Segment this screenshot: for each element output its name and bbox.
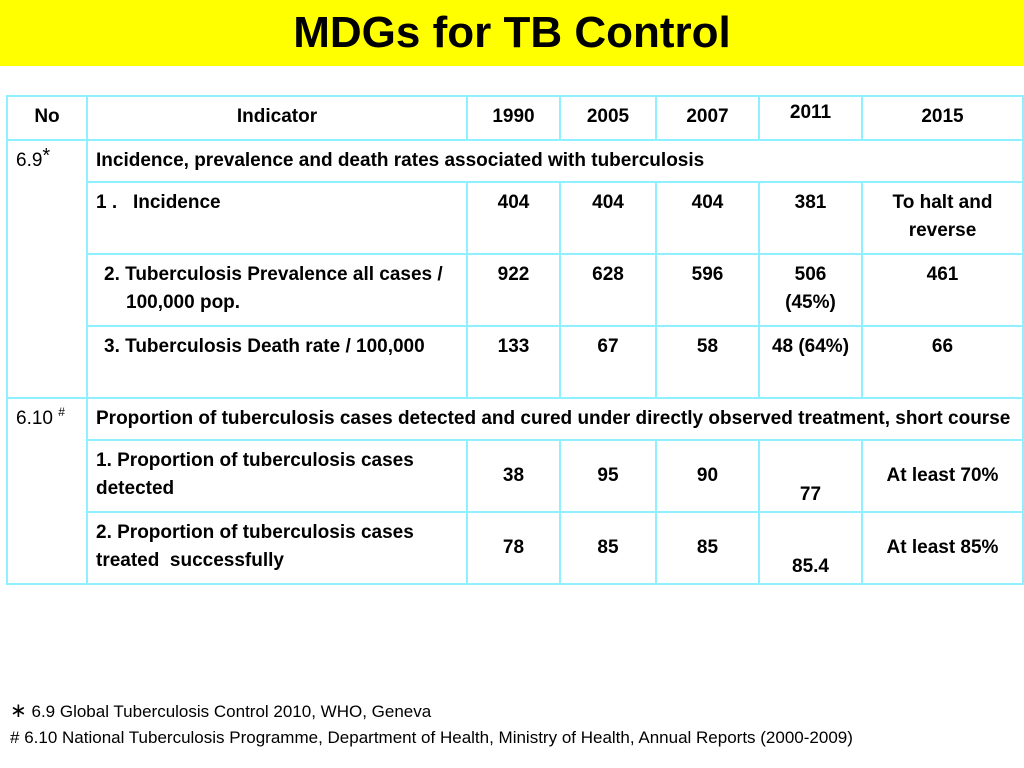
value-2011: 77 [758, 439, 863, 513]
group-heading-row: 6.10 # Proportion of tuberculosis cases … [6, 397, 1024, 585]
indicator-cell: 1 . Incidence [86, 181, 468, 255]
value-2011: 506 (45%) [758, 253, 863, 327]
value-1990: 38 [466, 439, 561, 513]
value-2007: 90 [655, 439, 760, 513]
value-2011: 381 [758, 181, 863, 255]
indicator-cell: 3. Tuberculosis Death rate / 100,000 [86, 325, 468, 399]
footnote-marker: * [42, 145, 51, 167]
value-2005: 67 [559, 325, 657, 399]
value-2005: 404 [559, 181, 657, 255]
indicator-text: 3. Tuberculosis Death rate / 100,000 [104, 336, 425, 357]
header-indicator: Indicator [86, 95, 468, 141]
table-row: 1 . Incidence 404 404 404 381 To halt an… [7, 181, 1024, 255]
header-2007: 2007 [655, 95, 760, 141]
indicator-cell: 2. Proportion of tuberculosis cases trea… [86, 511, 468, 585]
footnote-text: 6.9 Global Tuberculosis Control 2010, WH… [31, 702, 432, 721]
table-header-row: No Indicator 1990 2005 2007 2011 2015 [6, 95, 1024, 141]
value-2011: 48 (64%) [758, 325, 863, 399]
value-2007: 596 [655, 253, 760, 327]
value-1990: 78 [466, 511, 561, 585]
hash-symbol: # [10, 728, 20, 747]
group-number-cell: 6.10 # [6, 397, 88, 585]
value-2015: At least 85% [861, 511, 1024, 585]
header-1990: 1990 [466, 95, 561, 141]
group-heading: Proportion of tuberculosis cases detecte… [86, 397, 1024, 441]
value-2007: 58 [655, 325, 760, 399]
value-2007: 85 [655, 511, 760, 585]
value-2015: 461 [861, 253, 1024, 327]
title-bar: MDGs for TB Control [0, 0, 1024, 66]
header-no: No [6, 95, 88, 141]
group-heading: Incidence, prevalence and death rates as… [86, 139, 1024, 183]
table-row: 1. Proportion of tuberculosis cases dete… [7, 439, 1024, 513]
indicator-cell: 2. Tuberculosis Prevalence all cases / 1… [86, 253, 468, 327]
value-2005: 85 [559, 511, 657, 585]
footnotes: ∗ 6.9 Global Tuberculosis Control 2010, … [10, 698, 853, 751]
group-heading-row: 6.9* Incidence, prevalence and death rat… [6, 139, 1024, 399]
value-2005: 628 [559, 253, 657, 327]
value-2011: 85.4 [758, 511, 863, 585]
footnote-2: # 6.10 National Tuberculosis Programme, … [10, 725, 853, 751]
table-row: 2. Proportion of tuberculosis cases trea… [7, 511, 1024, 585]
group-number-cell: 6.9* [6, 139, 88, 399]
indicator-cell: 1. Proportion of tuberculosis cases dete… [86, 439, 468, 513]
value-1990: 922 [466, 253, 561, 327]
value-1990: 404 [466, 181, 561, 255]
value-2005: 95 [559, 439, 657, 513]
indicator-text: 2. Tuberculosis Prevalence all cases / 1… [104, 264, 443, 313]
group-number: 6.9 [16, 150, 43, 171]
value-2015: To halt and reverse [861, 181, 1024, 255]
header-2005: 2005 [559, 95, 657, 141]
value-2007: 404 [655, 181, 760, 255]
footnote-text: 6.10 National Tuberculosis Programme, De… [24, 728, 853, 747]
asterisk-symbol: ∗ [10, 700, 27, 722]
page-title: MDGs for TB Control [293, 8, 731, 57]
table-row: 2. Tuberculosis Prevalence all cases / 1… [7, 253, 1024, 327]
value-1990: 133 [466, 325, 561, 399]
value-2015: At least 70% [861, 439, 1024, 513]
header-2011: 2011 [758, 95, 863, 141]
header-2015: 2015 [861, 95, 1024, 141]
value-2015: 66 [861, 325, 1024, 399]
mdg-table: No Indicator 1990 2005 2007 2011 2015 6.… [6, 95, 1024, 585]
footnote-marker: # [58, 405, 65, 419]
group-number: 6.10 [16, 408, 53, 429]
footnote-1: ∗ 6.9 Global Tuberculosis Control 2010, … [10, 698, 853, 725]
table-row: 3. Tuberculosis Death rate / 100,000 133… [7, 325, 1024, 399]
